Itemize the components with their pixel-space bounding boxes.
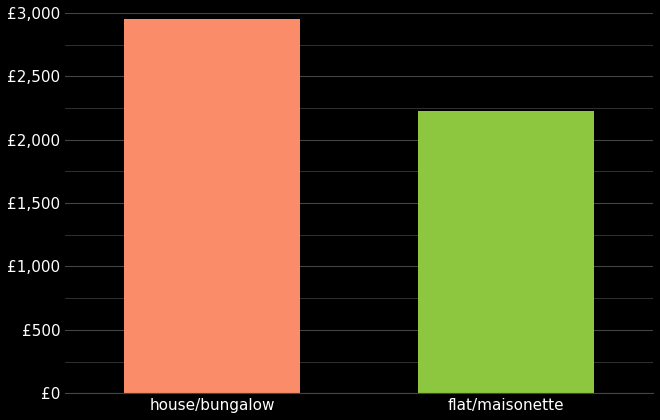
Bar <box>418 110 594 393</box>
Bar <box>124 19 300 393</box>
